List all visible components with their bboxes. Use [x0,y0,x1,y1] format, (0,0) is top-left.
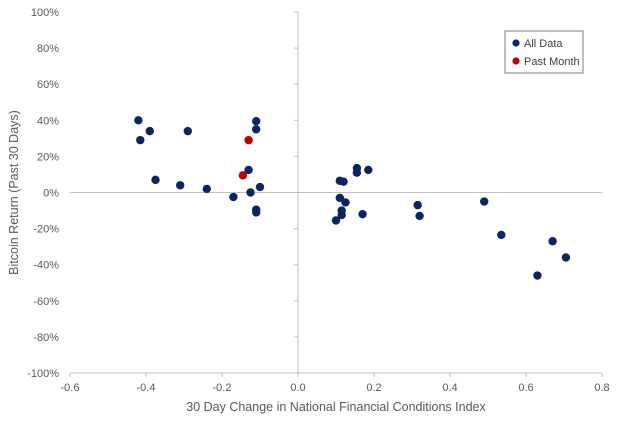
data-point-all-data [415,211,424,221]
x-tick-label: -0.4 [137,382,156,394]
data-point-all-data [480,197,489,206]
x-axis-title: 30 Day Change in National Financial Cond… [186,400,486,414]
data-point-all-data [548,237,557,246]
y-tick-label: 100% [31,7,59,19]
data-point-all-data [244,165,253,175]
y-tick-label: -80% [33,332,59,344]
data-point-all-data [413,200,422,210]
y-tick-label: -20% [33,224,59,236]
data-point-all-data [134,116,143,125]
data-point-all-data [202,184,211,194]
x-tick-label: 0.6 [518,382,533,394]
data-point-all-data [252,208,261,217]
x-tick-label: -0.6 [61,382,80,394]
legend-box [504,30,584,74]
y-tick-label: 80% [37,43,59,55]
y-tick-label: -100% [27,368,59,380]
y-tick-label: 0% [43,188,59,200]
data-point-past-month [238,171,248,180]
x-tick-labels: -0.6 -0.4 -0.2 0.0 0.2 0.4 0.6 0.8 [61,382,610,394]
data-point-all-data [341,198,350,207]
data-point-all-data [358,209,367,219]
legend-label-past-month: Past Month [524,56,580,68]
data-point-past-month [244,135,253,145]
y-tick-label: 40% [37,115,59,127]
data-points [134,116,571,280]
data-point-all-data [176,181,185,190]
y-tick-labels: -100% -80% -60% -40% -20% 0% 20% 40% 60% 80% 100% [27,7,59,380]
data-point-all-data [246,188,255,197]
legend-marker-past-month [512,57,520,65]
data-point-all-data [255,182,265,192]
data-point-all-data [497,230,506,240]
data-point-all-data [331,216,341,225]
data-point-all-data [337,210,346,220]
data-point-all-data [252,125,261,134]
x-tick-label: 0.2 [366,382,381,394]
x-tick-label: 0.4 [442,382,457,394]
y-axis-title: Bitcoin Return (Past 30 Days) [7,110,21,275]
legend-marker-all-data [512,39,520,47]
data-point-all-data [183,126,192,136]
data-point-all-data [533,271,542,280]
y-tick-label: 20% [37,151,59,163]
data-point-all-data [252,117,261,126]
data-point-all-data [339,177,348,186]
axes [69,11,603,377]
y-tick-label: -60% [33,296,59,308]
y-tick-label: -40% [33,260,59,272]
data-point-all-data [151,175,160,185]
x-tick-label: -0.2 [213,382,232,394]
data-point-all-data [335,193,344,203]
data-point-all-data [561,253,571,262]
data-point-all-data [145,126,154,136]
legend-label-all-data: All Data [524,38,563,50]
legend: All Data Past Month [504,30,584,74]
data-point-all-data [136,135,145,145]
x-tick-label: 0.0 [290,382,305,394]
data-point-all-data [364,165,373,175]
data-point-all-data [229,192,238,202]
data-point-all-data [352,168,362,177]
x-tick-label: 0.8 [594,382,609,394]
y-tick-label: 60% [37,79,59,91]
